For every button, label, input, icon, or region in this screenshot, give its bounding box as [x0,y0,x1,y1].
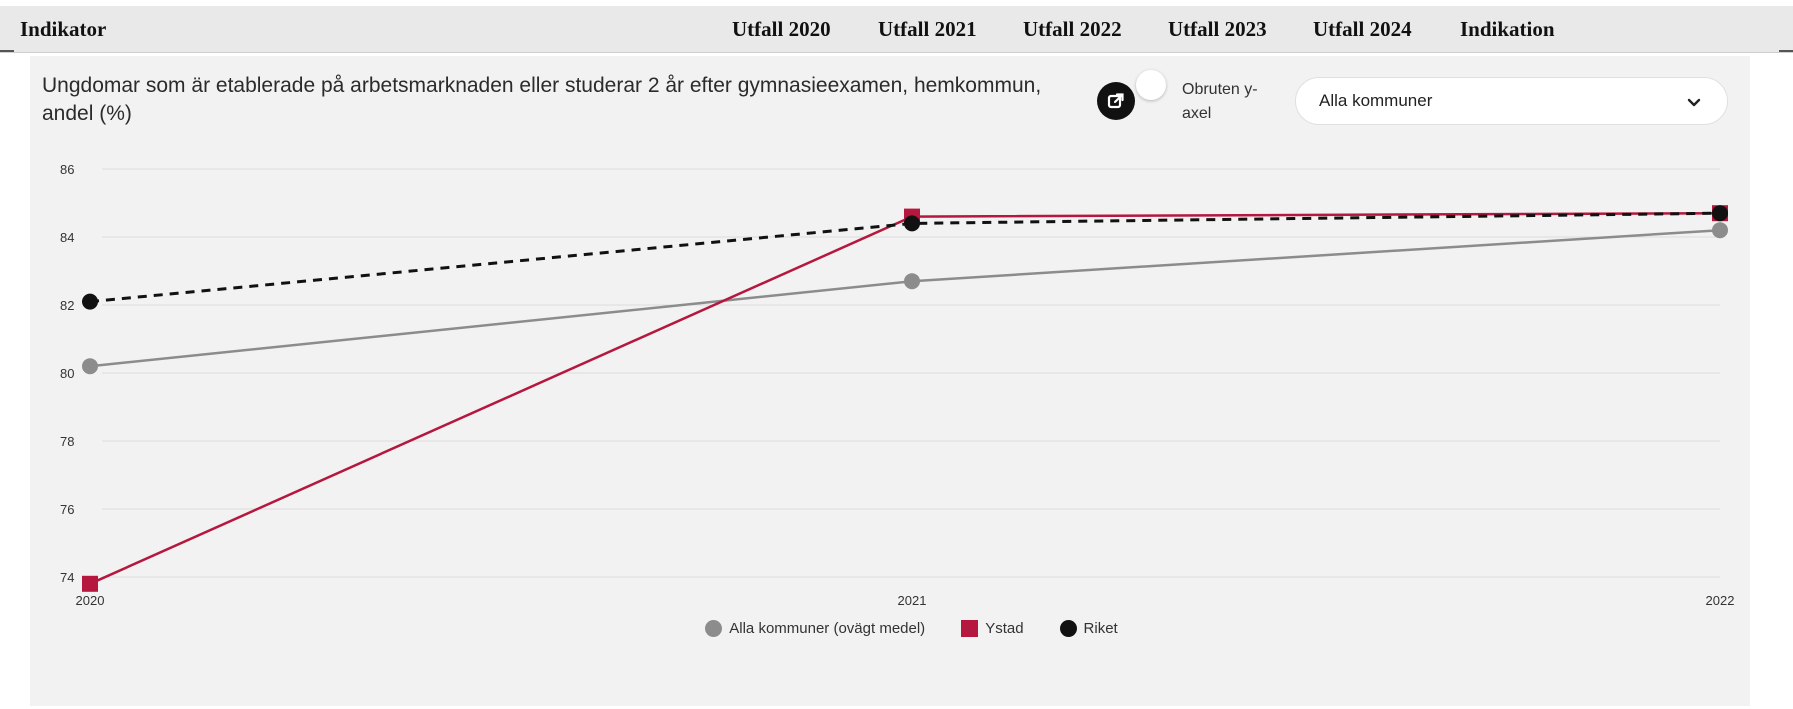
data-point [82,293,98,310]
header-rule-right [1779,50,1793,52]
y-tick-label: 80 [60,366,74,381]
chart-legend: Alla kommuner (ovägt medel) Ystad Riket [0,620,1793,637]
x-tick-label: 2020 [76,593,105,608]
series-line-2 [89,211,1721,304]
legend-item[interactable]: Alla kommuner (ovägt medel) [705,620,925,637]
data-point [904,273,920,290]
series-line-0 [89,228,1721,368]
data-point [82,575,98,592]
legend-marker [961,620,979,637]
legend-item[interactable]: Riket [1059,620,1118,637]
legend-label: Ystad [985,620,1024,637]
legend-label: Riket [1083,620,1118,637]
y-tick-label: 76 [60,502,74,517]
chevron-down-icon [1687,98,1701,107]
header-indikator: Indikator [20,17,107,41]
data-point [1712,205,1728,222]
y-tick-label: 82 [60,298,74,313]
toggle-label: Obruten y-axel [1182,81,1258,122]
y-tick-label: 86 [60,162,74,177]
unbroken-axis-toggle[interactable] [1136,70,1166,100]
export-button[interactable] [1097,82,1135,120]
data-point [904,215,920,232]
municipality-select[interactable]: Alla kommuner [1295,77,1728,125]
header-rule-left [0,50,14,52]
header-utfall-2022: Utfall 2022 [1023,17,1122,41]
x-tick-label: 2022 [1706,593,1735,608]
y-tick-label: 78 [60,434,74,449]
y-tick-label: 84 [60,230,74,245]
header-utfall-2024: Utfall 2024 [1313,17,1412,41]
legend-label: Alla kommuner (ovägt medel) [729,620,926,637]
data-point [1712,222,1728,239]
data-point [82,358,98,375]
y-tick-label: 74 [60,570,74,585]
chart-title: Ungdomar som är etablerade på arbetsmark… [42,74,1042,125]
legend-item[interactable]: Ystad [961,620,1024,637]
series-line-1 [89,211,1721,585]
legend-marker [705,620,723,637]
header-indikation: Indikation [1460,17,1555,41]
table-header: Indikator Utfall 2020 Utfall 2021 Utfall… [0,6,1793,53]
select-value: Alla kommuner [1319,91,1433,110]
external-link-icon [1107,93,1124,109]
header-utfall-2021: Utfall 2021 [878,17,977,41]
chart-panel [30,56,1750,706]
header-utfall-2020: Utfall 2020 [732,17,831,41]
header-utfall-2023: Utfall 2023 [1168,17,1267,41]
x-tick-label: 2021 [898,593,927,608]
legend-marker [1059,620,1077,637]
